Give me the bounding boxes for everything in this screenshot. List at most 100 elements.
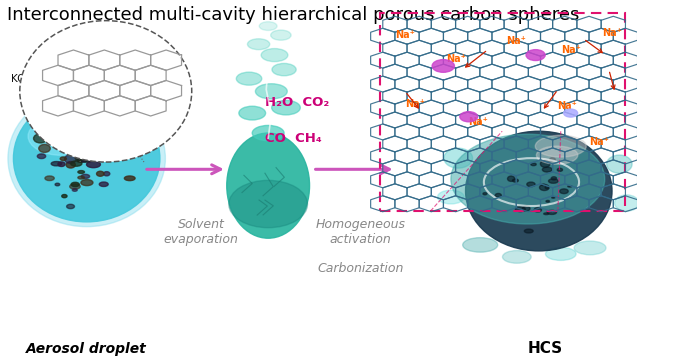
Bar xyxy=(379,13,625,211)
Ellipse shape xyxy=(252,126,284,141)
Ellipse shape xyxy=(527,182,535,187)
Ellipse shape xyxy=(524,229,533,233)
Ellipse shape xyxy=(564,109,577,117)
Ellipse shape xyxy=(88,141,101,147)
Ellipse shape xyxy=(73,189,77,191)
Text: CH₃: CH₃ xyxy=(83,143,103,153)
Ellipse shape xyxy=(85,154,91,158)
Ellipse shape xyxy=(503,250,531,263)
Ellipse shape xyxy=(271,30,291,40)
Ellipse shape xyxy=(77,158,87,162)
Ellipse shape xyxy=(34,134,47,143)
Ellipse shape xyxy=(81,153,93,161)
Text: Na⁺: Na⁺ xyxy=(561,45,581,55)
Text: NO₂: NO₂ xyxy=(82,128,104,138)
Ellipse shape xyxy=(124,135,136,141)
Text: Na⁺: Na⁺ xyxy=(507,36,527,46)
Text: Interconnected multi-cavity hierarchical porous carbon spheres: Interconnected multi-cavity hierarchical… xyxy=(7,6,580,24)
Ellipse shape xyxy=(66,162,75,168)
Ellipse shape xyxy=(79,127,91,133)
Text: Na⁺: Na⁺ xyxy=(558,101,577,111)
Text: KOOC: KOOC xyxy=(11,74,41,84)
Ellipse shape xyxy=(80,134,87,138)
Ellipse shape xyxy=(526,50,545,60)
Ellipse shape xyxy=(14,95,160,222)
Ellipse shape xyxy=(37,154,46,159)
Ellipse shape xyxy=(545,248,576,260)
Ellipse shape xyxy=(523,206,530,211)
Ellipse shape xyxy=(79,155,93,162)
Ellipse shape xyxy=(66,145,77,151)
Ellipse shape xyxy=(84,142,95,146)
Ellipse shape xyxy=(536,146,577,164)
Ellipse shape xyxy=(79,131,94,137)
Text: Na⁺: Na⁺ xyxy=(405,99,425,109)
Ellipse shape xyxy=(71,126,76,128)
Ellipse shape xyxy=(20,21,192,162)
Text: H₂O  CO₂: H₂O CO₂ xyxy=(265,96,329,109)
Ellipse shape xyxy=(261,48,288,62)
Ellipse shape xyxy=(79,155,88,159)
Ellipse shape xyxy=(483,193,487,195)
Ellipse shape xyxy=(239,106,266,120)
Ellipse shape xyxy=(132,144,139,149)
Ellipse shape xyxy=(551,177,556,180)
Ellipse shape xyxy=(614,195,639,211)
Ellipse shape xyxy=(66,204,75,209)
Ellipse shape xyxy=(236,72,262,85)
Ellipse shape xyxy=(541,184,545,186)
Ellipse shape xyxy=(94,155,99,158)
Ellipse shape xyxy=(105,144,117,150)
Ellipse shape xyxy=(551,197,555,198)
Ellipse shape xyxy=(77,159,84,162)
Ellipse shape xyxy=(546,201,549,202)
Ellipse shape xyxy=(535,135,586,157)
Text: HCS: HCS xyxy=(527,341,562,356)
Ellipse shape xyxy=(125,176,135,181)
Ellipse shape xyxy=(97,171,104,176)
Ellipse shape xyxy=(543,167,552,172)
Ellipse shape xyxy=(544,213,549,215)
Text: Carbonization: Carbonization xyxy=(317,262,403,275)
Ellipse shape xyxy=(568,186,572,187)
Ellipse shape xyxy=(247,39,270,50)
Ellipse shape xyxy=(103,172,110,176)
Text: COOK: COOK xyxy=(141,77,172,87)
Ellipse shape xyxy=(65,134,75,140)
Ellipse shape xyxy=(545,186,549,189)
Ellipse shape xyxy=(438,190,464,204)
Ellipse shape xyxy=(62,194,67,198)
Ellipse shape xyxy=(272,100,300,115)
Text: CO  CH₄: CO CH₄ xyxy=(265,132,322,145)
Ellipse shape xyxy=(560,189,569,194)
Ellipse shape xyxy=(508,176,514,181)
Ellipse shape xyxy=(540,160,550,167)
Ellipse shape xyxy=(82,174,90,178)
Text: OK: OK xyxy=(145,48,162,58)
Ellipse shape xyxy=(272,63,296,76)
Text: Aerosol droplet: Aerosol droplet xyxy=(26,342,147,356)
Ellipse shape xyxy=(99,182,108,186)
Ellipse shape xyxy=(531,163,536,166)
Ellipse shape xyxy=(60,157,66,161)
Ellipse shape xyxy=(495,193,501,197)
Ellipse shape xyxy=(55,183,60,186)
Ellipse shape xyxy=(58,162,65,166)
Ellipse shape xyxy=(229,181,308,228)
Text: Homogeneous
activation: Homogeneous activation xyxy=(316,218,406,246)
Ellipse shape xyxy=(547,210,556,214)
Ellipse shape xyxy=(574,241,606,255)
Ellipse shape xyxy=(70,184,80,189)
Ellipse shape xyxy=(71,182,79,187)
Ellipse shape xyxy=(75,154,84,161)
Ellipse shape xyxy=(444,148,473,168)
Ellipse shape xyxy=(73,143,82,149)
Ellipse shape xyxy=(51,162,62,166)
Ellipse shape xyxy=(512,179,519,182)
Ellipse shape xyxy=(79,137,92,142)
Ellipse shape xyxy=(39,145,50,153)
Ellipse shape xyxy=(558,168,562,171)
Ellipse shape xyxy=(106,141,112,145)
Ellipse shape xyxy=(515,207,525,211)
Text: Na⁺: Na⁺ xyxy=(469,117,488,127)
